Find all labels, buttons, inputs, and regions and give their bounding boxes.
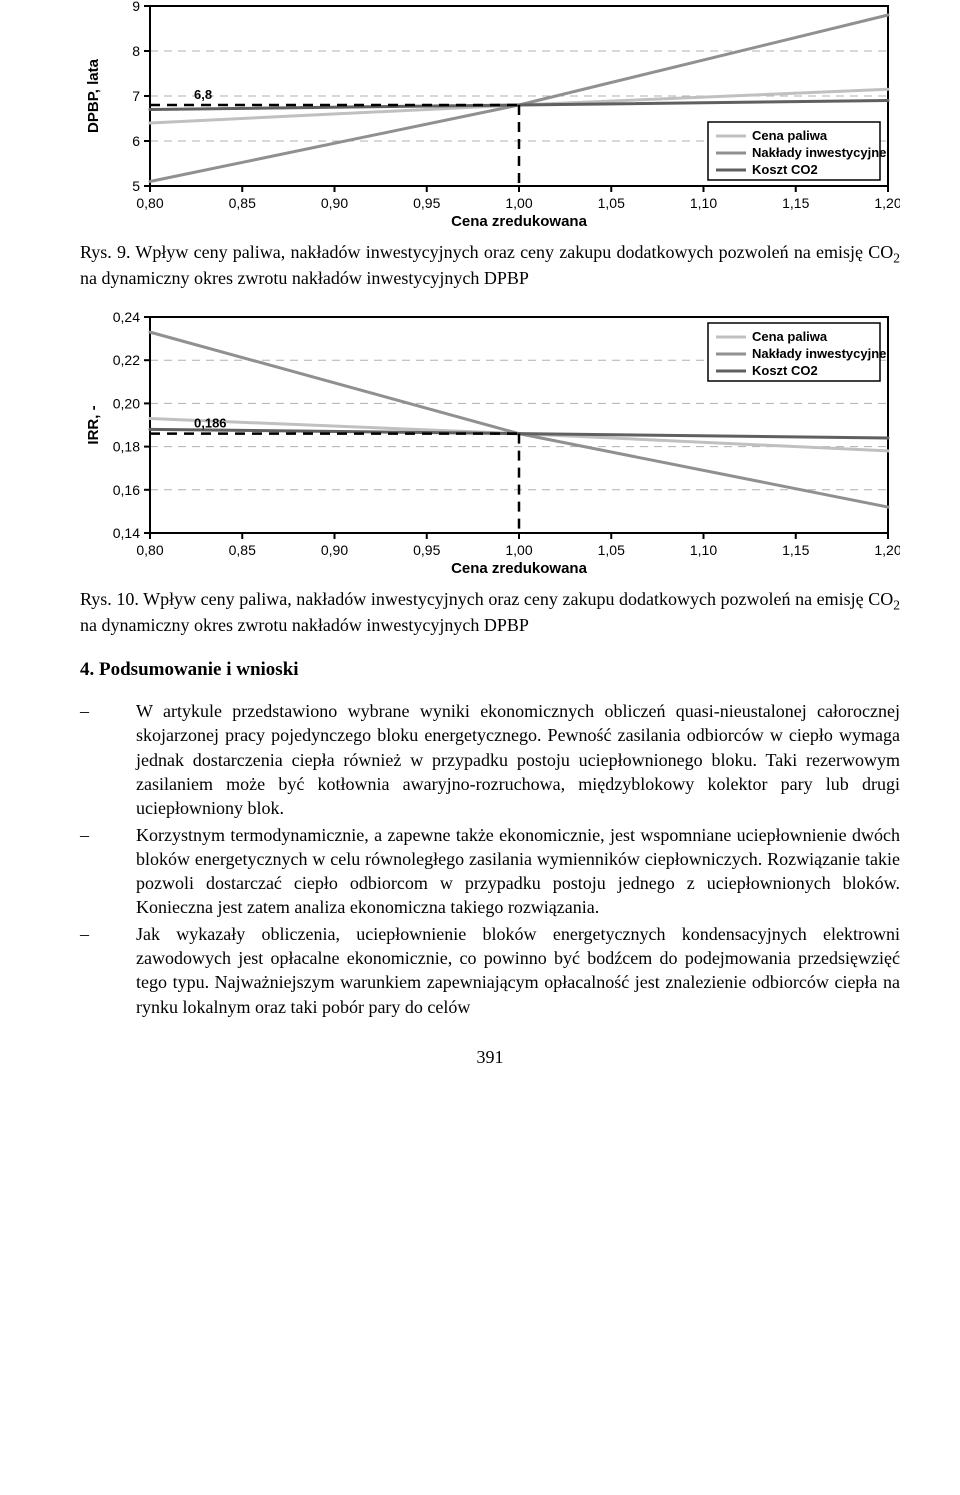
figure10-tail: na dynamiczny okres zwrotu nakładów inwe… (80, 615, 529, 635)
figure10-sub: 2 (893, 597, 900, 612)
figure9-caption: Rys. 9. Wpływ ceny paliwa, nakładów inwe… (80, 241, 900, 291)
svg-text:8: 8 (132, 43, 140, 59)
svg-text:Cena paliwa: Cena paliwa (752, 329, 828, 344)
svg-text:0,22: 0,22 (113, 352, 140, 368)
svg-text:IRR, -: IRR, - (85, 405, 102, 444)
svg-text:1,05: 1,05 (598, 195, 625, 211)
svg-text:Cena zredukowana: Cena zredukowana (451, 213, 588, 230)
svg-text:Koszt CO2: Koszt CO2 (752, 162, 818, 177)
svg-text:9: 9 (132, 0, 140, 14)
svg-text:1,00: 1,00 (505, 542, 532, 558)
svg-text:0,85: 0,85 (229, 195, 256, 211)
svg-text:0,18: 0,18 (113, 438, 140, 454)
figure9-tail: na dynamiczny okres zwrotu nakładów inwe… (80, 268, 529, 288)
svg-text:0,20: 0,20 (113, 395, 140, 411)
svg-text:1,10: 1,10 (690, 542, 717, 558)
svg-text:1,15: 1,15 (782, 542, 809, 558)
svg-text:Cena zredukowana: Cena zredukowana (451, 560, 588, 577)
svg-text:6,8: 6,8 (194, 87, 212, 102)
svg-text:5: 5 (132, 178, 140, 194)
irr-chart-svg: 0,14 0,16 0,18 0,20 0,22 0,24 0,80 0,85 0,90 0,95… (80, 309, 900, 577)
svg-text:0,80: 0,80 (136, 542, 163, 558)
svg-text:1,10: 1,10 (690, 195, 717, 211)
figure10-caption: Rys. 10. Wpływ ceny paliwa, nakładów inw… (80, 588, 900, 638)
list-item: Korzystnym termodynamicznie, a zapewne t… (80, 823, 900, 920)
irr-chart: 0,14 0,16 0,18 0,20 0,22 0,24 0,80 0,85 0,90 0,95… (80, 309, 900, 582)
svg-text:1,15: 1,15 (782, 195, 809, 211)
figure9-prefix: Rys. 9. (80, 242, 135, 262)
list-item: W artykule przedstawiono wybrane wyniki … (80, 699, 900, 820)
svg-text:0,85: 0,85 (229, 542, 256, 558)
svg-text:0,186: 0,186 (194, 415, 227, 430)
svg-text:0,80: 0,80 (136, 195, 163, 211)
conclusions-list: W artykule przedstawiono wybrane wyniki … (80, 699, 900, 1019)
svg-text:Koszt CO2: Koszt CO2 (752, 363, 818, 378)
svg-text:6: 6 (132, 133, 140, 149)
figure10-text: Wpływ ceny paliwa, nakładów inwestycyjny… (143, 589, 893, 609)
svg-text:Cena paliwa: Cena paliwa (752, 128, 828, 143)
dpbp-chart: 5 6 7 8 9 0,80 0,85 0,90 0,95 1,00 1,05 1,10 1,15 1,2… (80, 0, 900, 235)
svg-text:0,14: 0,14 (113, 525, 140, 541)
svg-text:0,90: 0,90 (321, 195, 348, 211)
figure9-sub: 2 (893, 251, 900, 266)
svg-text:0,90: 0,90 (321, 542, 348, 558)
svg-text:0,24: 0,24 (113, 309, 140, 325)
svg-text:1,05: 1,05 (598, 542, 625, 558)
svg-text:1,20: 1,20 (874, 542, 900, 558)
section-heading: 4. Podsumowanie i wnioski (80, 659, 900, 681)
svg-text:Nakłady inwestycyjne: Nakłady inwestycyjne (752, 145, 886, 160)
dpbp-chart-svg: 5 6 7 8 9 0,80 0,85 0,90 0,95 1,00 1,05 1,10 1,15 1,2… (80, 0, 900, 230)
page-number: 391 (80, 1047, 900, 1068)
svg-text:Nakłady inwestycyjne: Nakłady inwestycyjne (752, 346, 886, 361)
svg-text:7: 7 (132, 88, 140, 104)
svg-text:DPBP, lata: DPBP, lata (85, 58, 102, 133)
figure10-prefix: Rys. 10. (80, 589, 143, 609)
svg-text:1,00: 1,00 (505, 195, 532, 211)
svg-text:0,95: 0,95 (413, 195, 440, 211)
svg-text:0,16: 0,16 (113, 481, 140, 497)
list-item: Jak wykazały obliczenia, uciepłownienie … (80, 922, 900, 1019)
figure9-text: Wpływ ceny paliwa, nakładów inwestycyjny… (135, 242, 893, 262)
svg-text:1,20: 1,20 (874, 195, 900, 211)
svg-text:0,95: 0,95 (413, 542, 440, 558)
